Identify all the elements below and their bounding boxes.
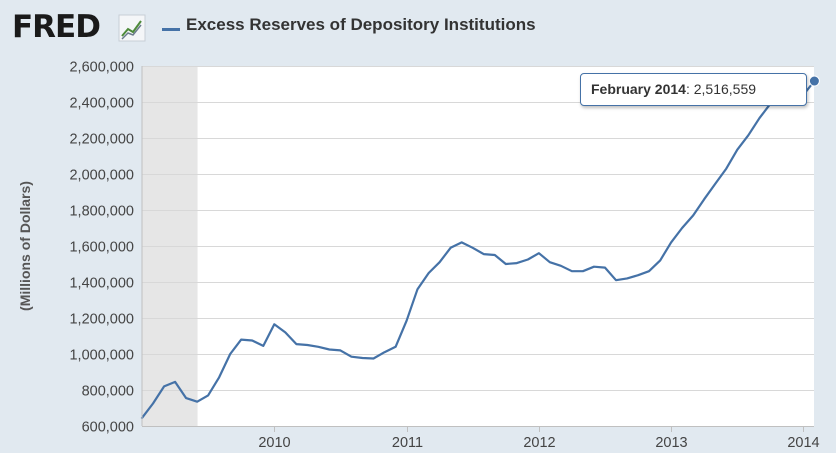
data-point (404, 318, 410, 324)
data-point (624, 275, 630, 281)
data-point (613, 277, 619, 283)
data-point (481, 251, 487, 257)
data-point (161, 383, 167, 389)
data-point (646, 268, 652, 274)
data-point (712, 181, 718, 187)
data-point (205, 392, 211, 398)
y-tick-label: 2,400,000 (69, 96, 134, 112)
data-point (172, 379, 178, 385)
data-point (525, 257, 531, 263)
line-chart: 600,000 800,000 1,000,000 1,200,000 1,400,00… (17, 60, 820, 452)
data-point (415, 286, 421, 292)
axis-layer: 600,000 800,000 1,000,000 1,200,000 1,400,00… (17, 60, 820, 452)
y-tick-label: 800,000 (82, 384, 134, 400)
data-point (580, 268, 586, 274)
data-point (558, 263, 564, 269)
data-point (437, 259, 443, 265)
data-point (668, 239, 674, 245)
data-point (271, 321, 277, 327)
legend-line-swatch (162, 28, 180, 31)
y-tick-label: 1,800,000 (69, 204, 134, 220)
data-point (679, 225, 685, 231)
data-point (514, 260, 520, 266)
data-point (723, 166, 729, 172)
data-point (348, 354, 354, 360)
data-point (183, 395, 189, 401)
y-tick-label: 2,600,000 (69, 60, 134, 76)
data-point (249, 338, 255, 344)
data-point (547, 259, 553, 265)
data-point (216, 374, 222, 380)
data-point (238, 337, 244, 343)
data-point (337, 347, 343, 353)
data-point (492, 252, 498, 258)
data-point (282, 329, 288, 335)
line-graph-icon (118, 14, 146, 42)
x-tick-label: 2012 (523, 435, 555, 451)
data-point (756, 115, 762, 121)
data-point (657, 257, 663, 263)
data-point (315, 344, 321, 350)
tooltip-value: 2,516,559 (693, 81, 757, 97)
chart-header: FRED Excess Reserves of Depository Insti… (0, 0, 836, 50)
x-tick-label: 2010 (258, 435, 290, 451)
data-point (227, 351, 233, 357)
data-point (459, 239, 465, 245)
data-point (536, 250, 542, 256)
data-point (326, 347, 332, 353)
y-tick-label: 2,000,000 (69, 168, 134, 184)
data-point (194, 399, 200, 405)
series-layer[interactable] (139, 75, 820, 421)
highlighted-data-point[interactable] (808, 75, 820, 87)
data-point (470, 245, 476, 251)
y-tick-label: 1,400,000 (69, 276, 134, 292)
y-tick-label: 1,200,000 (69, 312, 134, 328)
data-point (150, 401, 156, 407)
data-point (503, 261, 509, 267)
data-point (635, 272, 641, 278)
x-tick-label: 2014 (787, 435, 819, 451)
data-point (701, 196, 707, 202)
data-point (448, 245, 454, 251)
y-tick-label: 1,000,000 (69, 348, 134, 364)
data-point (393, 344, 399, 350)
data-point (426, 270, 432, 276)
fred-logo[interactable]: FRED (12, 9, 101, 45)
data-point (745, 132, 751, 138)
tooltip-separator: : (685, 81, 694, 97)
data-point (370, 356, 376, 362)
x-tick-label: 2011 (392, 435, 423, 451)
x-tick-label: 2013 (655, 435, 687, 451)
y-tick-label: 600,000 (82, 420, 134, 436)
data-point (381, 349, 387, 355)
data-point (690, 212, 696, 218)
y-tick-label: 1,600,000 (69, 240, 134, 256)
data-point (591, 264, 597, 270)
data-point (260, 343, 266, 349)
data-point (293, 341, 299, 347)
series-title[interactable]: Excess Reserves of Depository Institutio… (186, 15, 536, 34)
tooltip-date: February 2014 (591, 81, 686, 97)
y-tick-label: 2,200,000 (69, 132, 134, 148)
y-axis-title: (Millions of Dollars) (17, 181, 33, 311)
data-point (602, 265, 608, 271)
data-point (304, 342, 310, 348)
data-point (734, 147, 740, 153)
series-line[interactable] (140, 79, 816, 419)
data-point (360, 355, 366, 361)
data-point (569, 268, 575, 274)
data-point-tooltip: February 2014: 2,516,559 (580, 73, 807, 106)
